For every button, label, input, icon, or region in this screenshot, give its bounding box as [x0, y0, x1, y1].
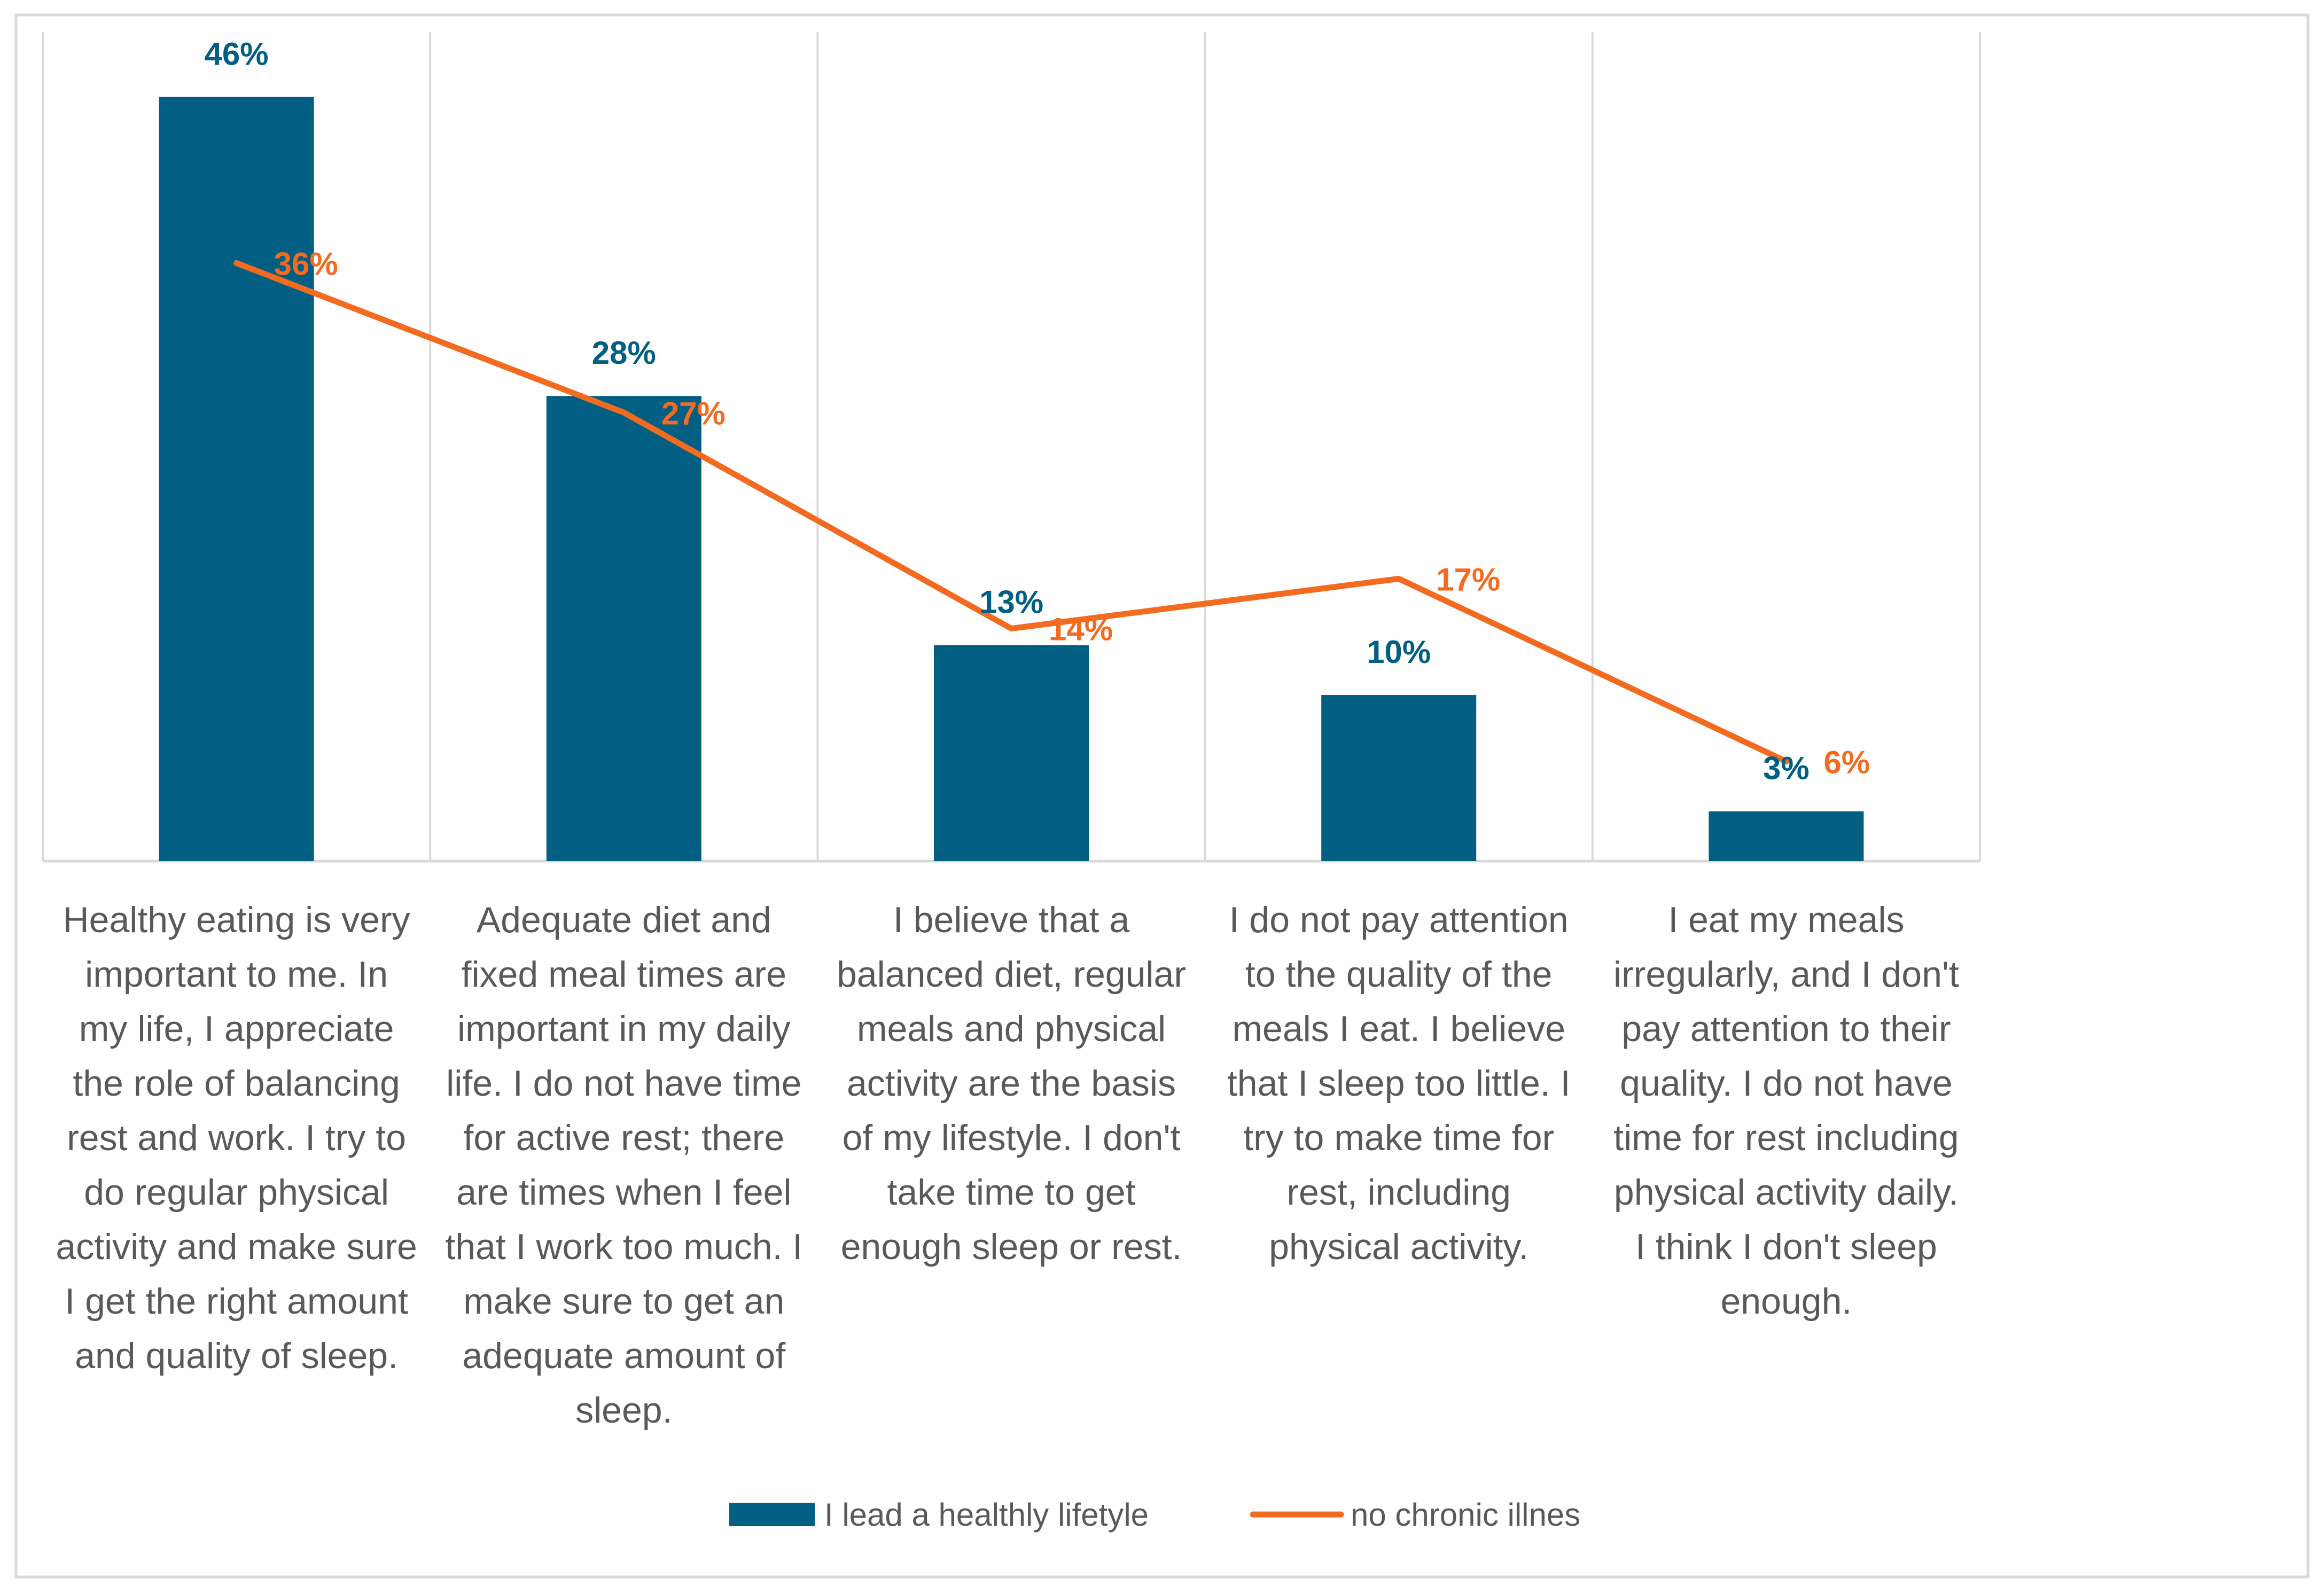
line-point-3: [1011, 628, 1012, 629]
legend-swatch-bar: [729, 1503, 815, 1526]
bar-series: [159, 97, 1864, 861]
line-value-label: 6%: [1823, 744, 1870, 780]
legend: I lead a healthly lifetyle no chronic ill…: [729, 1497, 1580, 1533]
line-value-label: 36%: [274, 246, 338, 282]
line-value-label: 27%: [661, 395, 726, 431]
chart-border: [14, 13, 2310, 1579]
line-point-4: [1398, 578, 1400, 580]
bar-value-label: 28%: [592, 335, 656, 371]
bar-4: [1321, 695, 1477, 861]
legend-label-line: no chronic illnes: [1351, 1497, 1580, 1533]
line-point-5: [1785, 761, 1787, 762]
bar-value-label: 13%: [979, 584, 1043, 620]
bar-value-label: 10%: [1367, 634, 1431, 670]
line-point-1: [236, 262, 237, 264]
line-data-labels: 36% 27% 14% 17% 6%: [274, 246, 1870, 780]
legend-label-bar: I lead a healthly lifetyle: [824, 1497, 1149, 1533]
bar-3: [934, 645, 1089, 861]
bar-5: [1709, 811, 1864, 861]
category-label: I do not pay attention to the quality of …: [1227, 900, 1571, 1267]
line-value-label: 14%: [1049, 612, 1113, 647]
category-labels: Healthy eating is very important to me. I…: [56, 900, 1959, 1431]
line-value-label: 17%: [1436, 561, 1500, 597]
bar-2: [546, 396, 701, 861]
bar-value-label: 3%: [1763, 751, 1810, 786]
category-dividers: [42, 32, 1981, 861]
category-label: Healthy eating is very important to me. I…: [56, 900, 417, 1376]
bar-value-label: 46%: [205, 36, 269, 72]
category-label: Adequate diet and fixed meal times are imp…: [445, 900, 802, 1431]
category-label: I eat my meals irregularly, and I don't pa…: [1613, 900, 1959, 1322]
line-series: [233, 260, 1789, 764]
bar-1: [159, 97, 314, 861]
line-point-2: [623, 412, 625, 413]
category-label: I believe that a balanced diet, regular me…: [837, 900, 1186, 1267]
bar-data-labels: 46% 28% 13% 10% 3%: [205, 36, 1810, 786]
